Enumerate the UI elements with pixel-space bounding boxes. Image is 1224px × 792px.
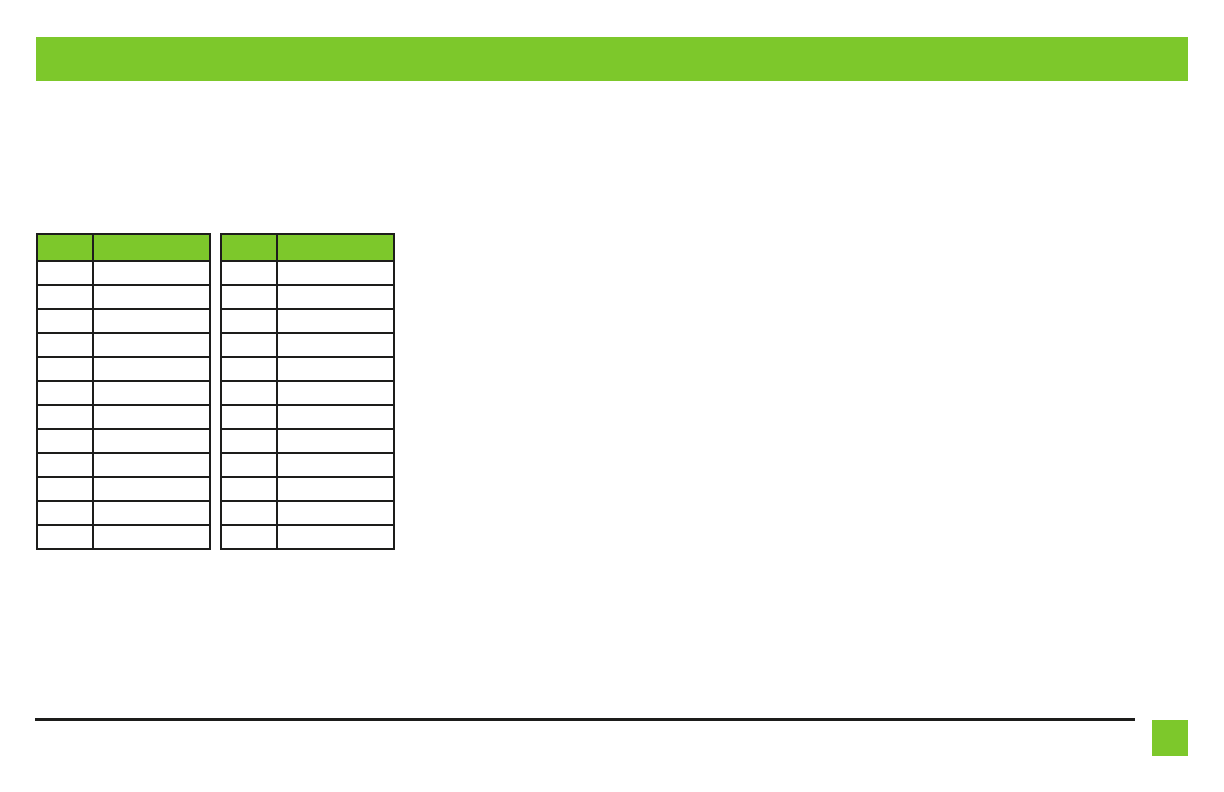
table-cell bbox=[276, 452, 395, 478]
column-header bbox=[220, 233, 278, 262]
table-row bbox=[220, 308, 395, 334]
table-cell bbox=[92, 452, 211, 478]
table-cell bbox=[220, 308, 278, 334]
table-row bbox=[36, 500, 211, 526]
table-cell bbox=[276, 332, 395, 358]
table-row bbox=[220, 380, 395, 406]
table-cell bbox=[92, 500, 211, 526]
column-header bbox=[92, 233, 211, 262]
table-header-row bbox=[36, 233, 211, 262]
table-row bbox=[36, 428, 211, 454]
right-table bbox=[220, 233, 395, 550]
table-cell bbox=[36, 452, 94, 478]
page-title-bar bbox=[36, 37, 1188, 81]
table-row bbox=[36, 404, 211, 430]
left-table bbox=[36, 233, 211, 550]
table-cell bbox=[92, 428, 211, 454]
table-row bbox=[36, 380, 211, 406]
table-cell bbox=[220, 356, 278, 382]
table-cell bbox=[276, 308, 395, 334]
table-header-row bbox=[220, 233, 395, 262]
table-row bbox=[220, 476, 395, 502]
table-cell bbox=[276, 428, 395, 454]
table-cell bbox=[220, 380, 278, 406]
table-row bbox=[220, 500, 395, 526]
table-cell bbox=[220, 284, 278, 310]
table-cell bbox=[220, 476, 278, 502]
table-row bbox=[220, 452, 395, 478]
table-cell bbox=[36, 476, 94, 502]
table-row bbox=[36, 284, 211, 310]
table-row bbox=[220, 332, 395, 358]
table-row bbox=[36, 260, 211, 286]
table-cell bbox=[36, 308, 94, 334]
table-cell bbox=[220, 428, 278, 454]
table-cell bbox=[36, 356, 94, 382]
table-row bbox=[36, 332, 211, 358]
table-cell bbox=[92, 260, 211, 286]
table-cell bbox=[220, 500, 278, 526]
table-cell bbox=[220, 452, 278, 478]
table-cell bbox=[92, 380, 211, 406]
table-row bbox=[220, 356, 395, 382]
table-cell bbox=[92, 476, 211, 502]
table-cell bbox=[36, 260, 94, 286]
table-cell bbox=[276, 524, 395, 550]
table-cell bbox=[36, 284, 94, 310]
table-cell bbox=[36, 428, 94, 454]
table-row bbox=[36, 308, 211, 334]
table-cell bbox=[220, 404, 278, 430]
table-cell bbox=[92, 308, 211, 334]
table-row bbox=[220, 524, 395, 550]
table-row bbox=[36, 476, 211, 502]
table-cell bbox=[276, 356, 395, 382]
table-cell bbox=[276, 260, 395, 286]
table-cell bbox=[276, 284, 395, 310]
table-cell bbox=[92, 356, 211, 382]
table-cell bbox=[92, 404, 211, 430]
table-row bbox=[220, 284, 395, 310]
table-cell bbox=[36, 524, 94, 550]
table-cell bbox=[220, 332, 278, 358]
column-header bbox=[36, 233, 94, 262]
table-row bbox=[220, 260, 395, 286]
table-cell bbox=[36, 380, 94, 406]
table-cell bbox=[92, 332, 211, 358]
column-header bbox=[276, 233, 395, 262]
table-cell bbox=[276, 380, 395, 406]
table-row bbox=[220, 428, 395, 454]
table-cell bbox=[36, 500, 94, 526]
table-cell bbox=[36, 404, 94, 430]
table-cell bbox=[220, 524, 278, 550]
footer-rule bbox=[35, 718, 1135, 721]
table-cell bbox=[276, 404, 395, 430]
table-row bbox=[36, 356, 211, 382]
table-row bbox=[36, 452, 211, 478]
table-cell bbox=[220, 260, 278, 286]
table-cell bbox=[276, 476, 395, 502]
table-cell bbox=[276, 500, 395, 526]
table-cell bbox=[92, 524, 211, 550]
table-row bbox=[220, 404, 395, 430]
table-cell bbox=[92, 284, 211, 310]
table-row bbox=[36, 524, 211, 550]
page-number-box bbox=[1152, 720, 1188, 756]
table-cell bbox=[36, 332, 94, 358]
